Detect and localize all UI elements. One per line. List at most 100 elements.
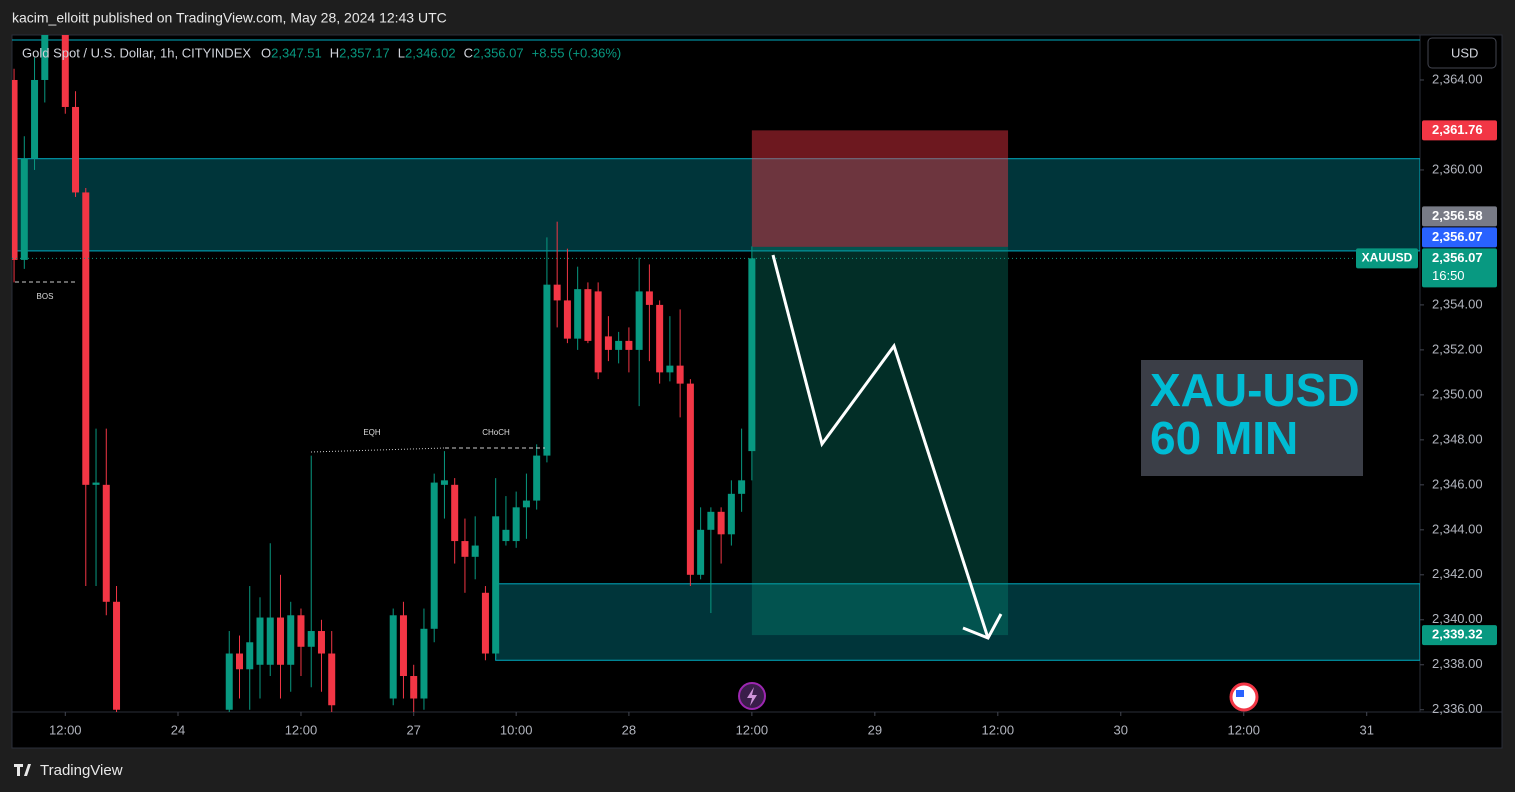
candle-body: [317, 631, 325, 654]
candle-body: [41, 35, 49, 80]
candle-body: [31, 79, 39, 159]
candle-body: [92, 482, 100, 485]
y-tick-label: 2,348.00: [1432, 431, 1483, 446]
candle-body: [748, 258, 756, 452]
candle-body: [102, 484, 110, 602]
ohlc-value: 2,357.17: [339, 45, 390, 60]
zone: [12, 158, 1420, 252]
candle-body: [471, 545, 479, 557]
symbol-badge: [1356, 248, 1418, 269]
x-tick-label: 12:00: [49, 722, 82, 737]
x-tick-label: 12:00: [736, 722, 769, 737]
y-tick-label: 2,336.00: [1432, 701, 1483, 716]
price-badge: [1422, 248, 1497, 288]
candle-body: [20, 158, 28, 260]
y-tick-label: 2,352.00: [1432, 341, 1483, 356]
candle-body: [399, 615, 407, 677]
candle-body: [61, 35, 69, 107]
candle-body: [717, 511, 725, 535]
candle-body: [266, 617, 274, 665]
candle-body: [727, 493, 735, 535]
x-tick-label: 24: [171, 722, 185, 737]
eqh-line: [310, 447, 446, 453]
x-tick-label: 30: [1114, 722, 1128, 737]
candle-body: [461, 541, 469, 557]
x-tick-label: 10:00: [500, 722, 533, 737]
price-badge-label: 2,361.76: [1432, 122, 1483, 137]
candle-body: [307, 631, 315, 647]
ohlc-value: 2,347.51: [271, 45, 322, 60]
candle-body: [697, 529, 705, 575]
candle-body: [72, 106, 80, 193]
y-tick-label: 2,360.00: [1432, 161, 1483, 176]
candle-body: [113, 601, 121, 710]
overlay-box: [1141, 360, 1363, 476]
y-tick-label: 2,344.00: [1432, 521, 1483, 536]
y-tick-label: 2,342.00: [1432, 566, 1483, 581]
candle-body: [492, 516, 500, 654]
candle-body: [276, 617, 284, 665]
candle-body: [584, 289, 592, 341]
y-tick-label: 2,340.00: [1432, 611, 1483, 626]
candle-body: [553, 284, 561, 301]
stop-zone: [751, 130, 1009, 247]
flag-canton: [1236, 690, 1244, 697]
candle-body: [502, 529, 510, 542]
candle-body: [686, 383, 694, 575]
annotation: BOS: [37, 292, 54, 301]
price-badge: [1422, 227, 1497, 248]
candle-body: [543, 284, 551, 456]
chart-title: Gold Spot / U.S. Dollar, 1h, CITYINDEX: [22, 45, 251, 60]
candle-body: [235, 653, 243, 670]
candle-body: [656, 304, 664, 373]
price-badge-label: 2,356.07: [1432, 250, 1483, 265]
candle-body: [481, 592, 489, 654]
x-tick-label: 27: [406, 722, 420, 737]
candle-body: [738, 480, 746, 494]
x-tick-label: 31: [1359, 722, 1373, 737]
arrow-head: [962, 613, 1003, 640]
y-tick-label: 2,338.00: [1432, 656, 1483, 671]
x-tick-label: 12:00: [1227, 722, 1260, 737]
annotation: EQH: [363, 428, 381, 437]
y-tick-label: 2,364.00: [1432, 71, 1483, 86]
y-tick-label: 2,350.00: [1432, 386, 1483, 401]
footer-brand: TradingView: [40, 762, 123, 779]
overlay-text: 60 MIN: [1150, 412, 1298, 464]
candle-body: [440, 480, 448, 485]
publisher: kacim_elloitt published on TradingView.c…: [12, 10, 447, 26]
candle-body: [666, 365, 674, 373]
y-tick-label: 2,354.00: [1432, 296, 1483, 311]
candle-body: [389, 615, 397, 699]
lightning-glyph: [747, 687, 757, 706]
tradingview-logo: [14, 764, 31, 776]
candle-body: [410, 676, 418, 699]
candle-body: [563, 300, 571, 339]
candle-body: [420, 628, 428, 699]
ohlc-value: 2,346.02: [405, 45, 456, 60]
candle-body: [625, 340, 633, 350]
currency-button[interactable]: [1427, 37, 1497, 69]
ohlc-key: H: [330, 45, 339, 60]
x-tick-label: 12:00: [982, 722, 1015, 737]
candle-body: [707, 511, 715, 530]
x-tick-label: 12:00: [285, 722, 318, 737]
candle-body: [297, 615, 305, 647]
x-tick-label: 28: [622, 722, 636, 737]
x-tick-label: 29: [868, 722, 882, 737]
currency[interactable]: USD: [1451, 45, 1478, 60]
y-tick-label: 2,346.00: [1432, 476, 1483, 491]
candle-body: [512, 507, 520, 542]
candle-body: [246, 642, 254, 670]
annotation: CHoCH: [482, 428, 510, 437]
forecast-arrow: [771, 254, 990, 639]
logo-icon: [14, 764, 31, 776]
ohlc-value: 2,356.07: [473, 45, 524, 60]
overlay-text: XAU-USD: [1150, 364, 1360, 416]
candle-body: [676, 365, 684, 384]
candle-body: [615, 340, 623, 350]
candle-body: [533, 455, 541, 501]
price-badge-label: 2,339.32: [1432, 627, 1483, 642]
price-badge: [1422, 625, 1497, 646]
